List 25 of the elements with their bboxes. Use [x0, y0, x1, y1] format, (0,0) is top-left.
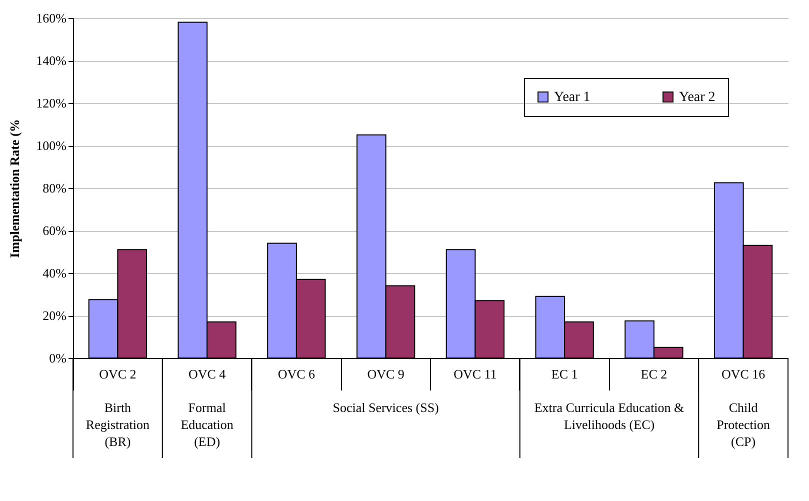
y-axis-title: Implementation Rate (% [7, 119, 22, 258]
x-tick-label: OVC 2 [99, 366, 136, 382]
x-tick-label: OVC 4 [188, 366, 226, 382]
text: Child Protection (CP) [716, 400, 771, 449]
y-tick-label: 80% [42, 180, 67, 196]
y-tick-label: 140% [36, 53, 67, 68]
text: Birth Registration (BR) [86, 400, 150, 449]
x-tick-label: OVC 11 [454, 366, 497, 382]
text: Formal Education (ED) [180, 400, 234, 449]
x-tick-label: OVC 6 [278, 366, 316, 382]
y-tick-label: 160% [36, 10, 67, 26]
y-tick-label: 100% [36, 138, 67, 153]
y-tick-label: 0% [49, 350, 67, 366]
x-tick-label: OVC 9 [367, 366, 404, 382]
y-tick-label: 40% [42, 266, 67, 280]
x-tick-label: EC 2 [640, 366, 668, 382]
y-tick-label: 60% [42, 223, 67, 238]
legend-label: Year 2 [679, 90, 716, 105]
text: Extra Curricula Education & Livelihoods (EC) [534, 400, 684, 432]
x-tick-label: OVC 16 [721, 366, 766, 382]
x-tick-label: EC 1 [551, 366, 578, 382]
y-tick-label: 120% [36, 96, 67, 110]
y-tick-label: 20% [42, 308, 67, 323]
text: Social Services (SS) [332, 400, 439, 415]
legend-label: Year 1 [554, 90, 590, 105]
